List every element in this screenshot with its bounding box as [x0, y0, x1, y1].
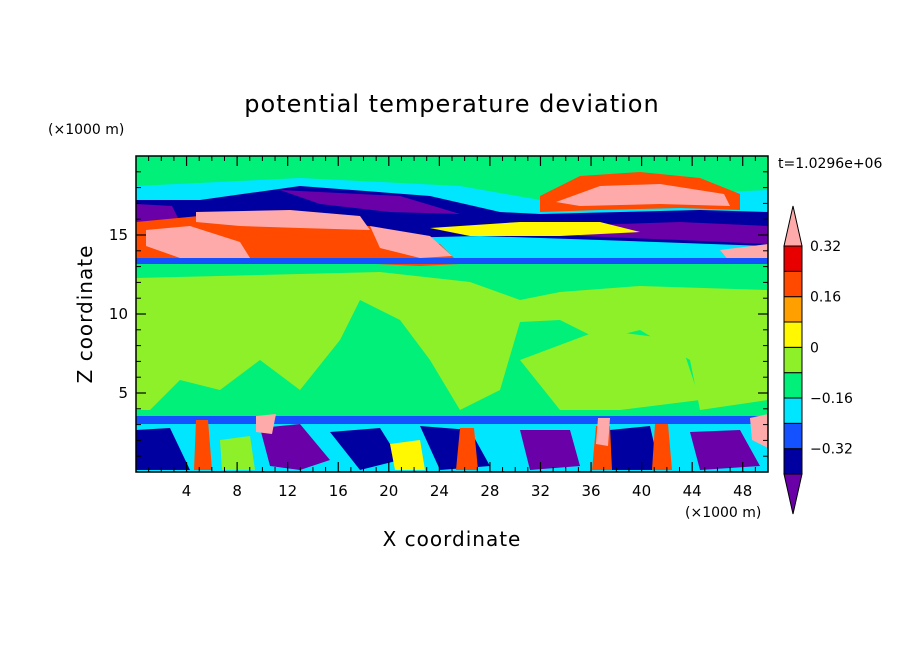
y-tick-label: 5: [118, 384, 128, 402]
y-axis-title: Z coordinate: [73, 245, 97, 384]
x-tick-label: 4: [182, 482, 192, 500]
x-tick-label: 48: [733, 482, 752, 500]
plot-area: [136, 156, 768, 472]
x-tick-label: 44: [683, 482, 702, 500]
x-tick-label: 28: [480, 482, 499, 500]
colorbar-segment: [783, 245, 803, 272]
y-unit-label: (×1000 m): [48, 122, 124, 138]
x-tick-label: 36: [581, 482, 600, 500]
x-tick-label: 20: [379, 482, 398, 500]
colorbar-segment: [783, 270, 803, 298]
chart-title: potential temperature deviation: [244, 90, 659, 118]
positive-small-regions: [136, 272, 768, 410]
colorbar-segment: [783, 448, 803, 475]
x-tick-label: 12: [278, 482, 297, 500]
colorbar-segment: [783, 346, 803, 374]
colorbar-label: 0.32: [810, 239, 841, 255]
y-tick-label: 15: [109, 226, 128, 244]
colorbar-label: −0.32: [810, 442, 853, 458]
y-tick-label: 10: [109, 305, 128, 323]
colorbar-segment: [783, 372, 803, 399]
colorbar-label: −0.16: [810, 391, 853, 407]
x-tick-label: 8: [232, 482, 242, 500]
colorbar: 0.32 0.16 0 −0.16 −0.32: [783, 205, 853, 515]
x-tick-label: 24: [430, 482, 449, 500]
colorbar-segment: [783, 296, 803, 323]
x-unit-label: (×1000 m): [685, 505, 761, 521]
time-label: t=1.0296e+06: [778, 156, 882, 172]
x-tick-label: 32: [531, 482, 550, 500]
colorbar-segment: [783, 397, 803, 424]
colorbar-label: 0.16: [810, 290, 841, 306]
colorbar-label: 0: [810, 340, 819, 356]
colorbar-max-arrow: [783, 205, 803, 247]
y-axis: 5 10 15: [109, 171, 768, 457]
colorbar-min-arrow: [783, 473, 803, 515]
x-axis-title: X coordinate: [383, 527, 522, 551]
x-tick-label: 40: [632, 482, 651, 500]
upper-layer-regions: [136, 172, 768, 266]
boundary-layer-regions: [136, 414, 768, 472]
x-tick-label: 16: [329, 482, 348, 500]
colorbar-segment: [783, 422, 803, 450]
colorbar-segment: [783, 321, 803, 348]
x-axis: 4 8 12 16 20 24 28 32 36 40 44 48: [148, 156, 756, 500]
